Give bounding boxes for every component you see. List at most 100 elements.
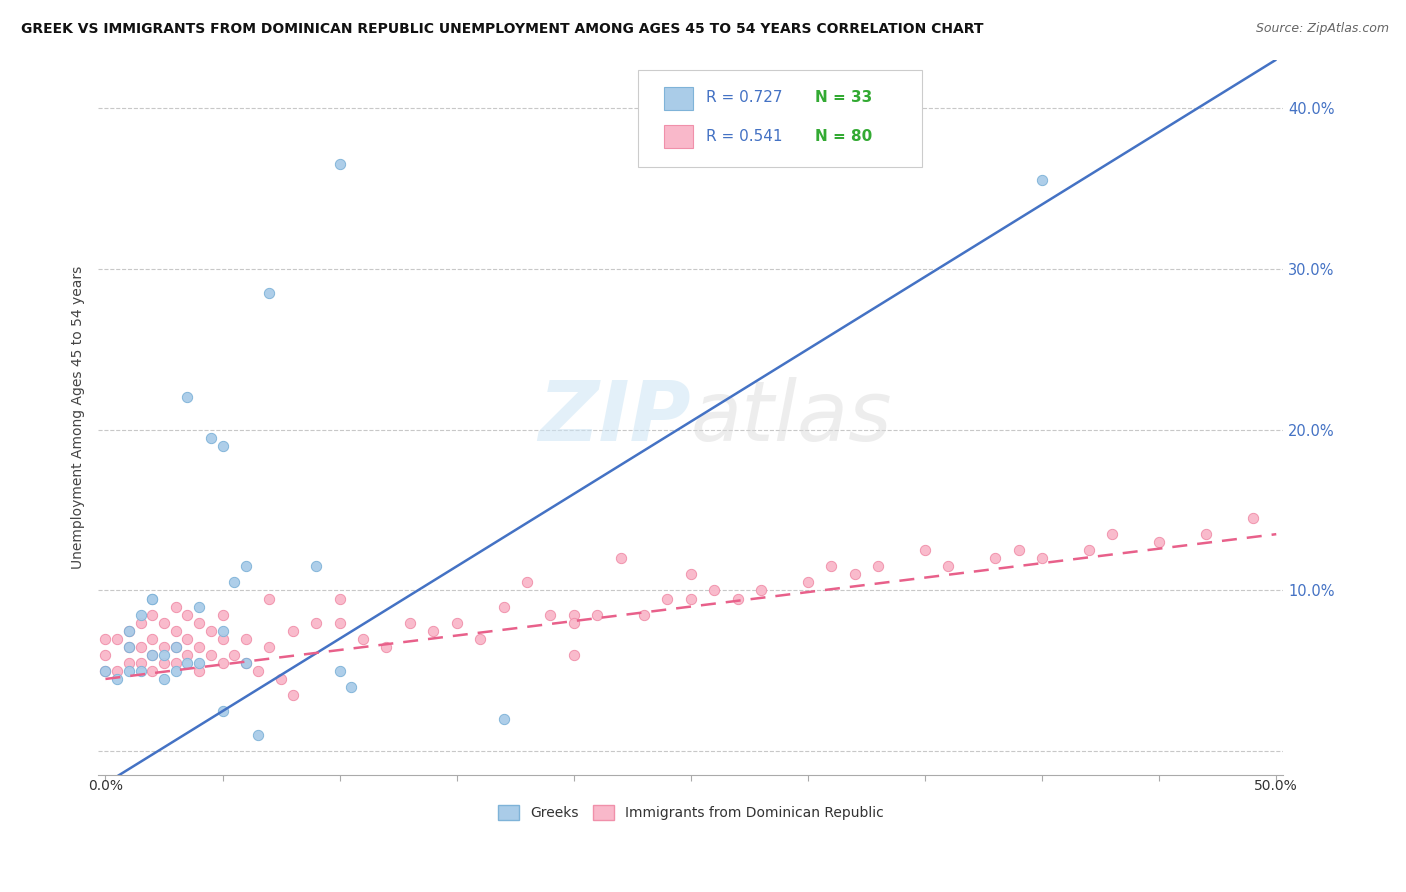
Point (329, 664, 352, 678)
Text: R = 0.541: R = 0.541 (706, 128, 783, 144)
Point (633, 607, 655, 622)
Point (516, 575, 538, 590)
Point (211, 607, 233, 622)
Point (657, 591, 679, 606)
Point (211, 439, 233, 453)
Point (259, 285, 281, 300)
Point (679, 591, 702, 606)
Point (703, 583, 725, 598)
Point (1031, 173, 1053, 187)
Point (235, 656, 257, 670)
Y-axis label: Unemployment Among Ages 45 to 54 years: Unemployment Among Ages 45 to 54 years (72, 266, 86, 569)
Point (305, 559, 328, 574)
Point (1008, 543, 1031, 558)
Text: R = 0.727: R = 0.727 (706, 90, 783, 105)
Point (153, 656, 176, 670)
Point (562, 607, 585, 622)
Point (105, 632, 128, 646)
Text: 0.0%: 0.0% (89, 780, 122, 793)
Point (375, 640, 398, 654)
Text: N = 80: N = 80 (815, 128, 873, 144)
Point (129, 615, 152, 630)
Point (868, 559, 890, 574)
Point (246, 664, 269, 678)
Point (399, 615, 422, 630)
Point (141, 632, 163, 646)
Point (176, 391, 198, 405)
Point (118, 624, 141, 638)
Point (165, 664, 187, 678)
Point (305, 615, 328, 630)
Point (165, 640, 187, 654)
Legend: Greeks, Immigrants from Dominican Republic: Greeks, Immigrants from Dominican Republ… (492, 800, 889, 826)
Point (94, 648, 117, 662)
Point (118, 640, 141, 654)
Point (329, 591, 352, 606)
Point (1101, 527, 1123, 541)
Point (118, 640, 141, 654)
Point (211, 624, 233, 638)
Point (562, 615, 585, 630)
Point (586, 607, 609, 622)
Point (224, 575, 246, 590)
Point (188, 615, 211, 630)
Point (727, 591, 749, 606)
Text: ZIP: ZIP (538, 377, 690, 458)
Point (129, 640, 152, 654)
Point (118, 664, 141, 678)
Point (468, 632, 491, 646)
Point (797, 575, 820, 590)
Point (176, 632, 198, 646)
Point (211, 632, 233, 646)
Point (246, 728, 269, 742)
Point (165, 624, 187, 638)
Point (165, 599, 187, 614)
Point (1241, 511, 1264, 525)
Text: GREEK VS IMMIGRANTS FROM DOMINICAN REPUBLIC UNEMPLOYMENT AMONG AGES 45 TO 54 YEA: GREEK VS IMMIGRANTS FROM DOMINICAN REPUB… (21, 22, 984, 37)
Point (820, 559, 842, 574)
Point (94, 664, 117, 678)
Point (446, 615, 468, 630)
Text: atlas: atlas (690, 377, 893, 458)
Point (153, 672, 176, 686)
Point (188, 640, 211, 654)
Point (1077, 543, 1099, 558)
Point (422, 624, 444, 638)
Point (984, 551, 1007, 566)
Point (118, 656, 141, 670)
Point (94, 632, 117, 646)
Point (188, 664, 211, 678)
Point (141, 664, 163, 678)
Point (224, 648, 246, 662)
Point (235, 656, 257, 670)
Point (129, 607, 152, 622)
Point (609, 551, 631, 566)
Point (492, 712, 515, 726)
Point (235, 559, 257, 574)
Point (329, 615, 352, 630)
Point (141, 607, 163, 622)
Point (259, 640, 281, 654)
Point (105, 664, 128, 678)
Point (141, 648, 163, 662)
Point (492, 599, 515, 614)
Point (259, 591, 281, 606)
Point (200, 431, 222, 445)
Point (281, 688, 304, 702)
Point (1031, 551, 1053, 566)
Point (94, 664, 117, 678)
Point (200, 648, 222, 662)
Point (118, 624, 141, 638)
Point (844, 567, 866, 582)
FancyBboxPatch shape (664, 125, 693, 148)
Point (141, 591, 163, 606)
Point (153, 615, 176, 630)
Point (938, 559, 960, 574)
Text: 50.0%: 50.0% (1254, 780, 1298, 793)
Point (340, 680, 363, 694)
Point (679, 567, 702, 582)
Point (105, 672, 128, 686)
Point (562, 648, 585, 662)
Point (281, 624, 304, 638)
Point (141, 591, 163, 606)
